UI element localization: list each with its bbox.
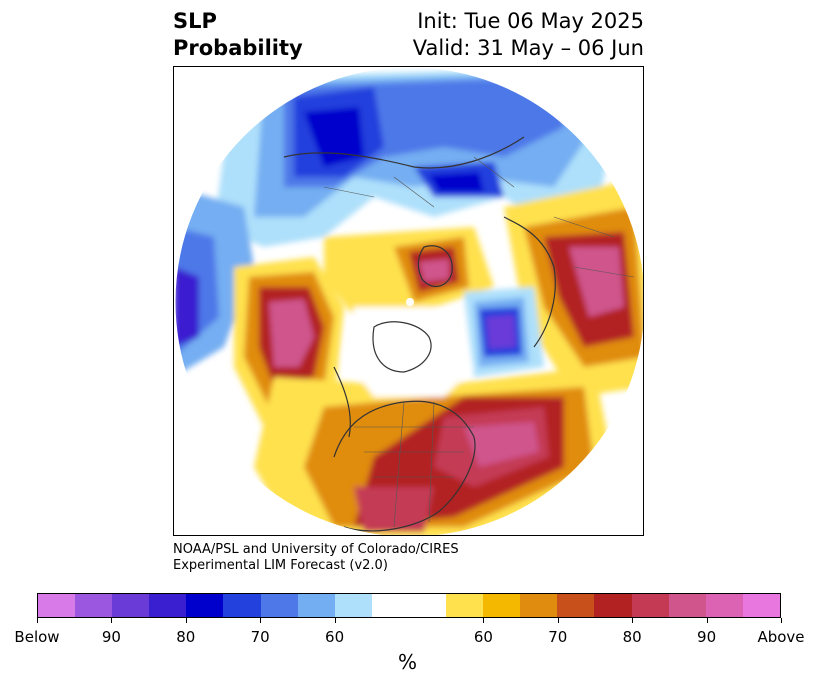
colorbar-segment	[297, 594, 335, 617]
colorbar-tick-mark	[632, 618, 634, 623]
colorbar-tick-mark	[706, 618, 708, 623]
credit: NOAA/PSL and University of Colorado/CIRE…	[173, 542, 459, 574]
colorbar-tick-label: 90	[101, 628, 121, 646]
colorbar-segment	[668, 594, 706, 617]
colorbar-tick-label: 70	[250, 628, 270, 646]
map-panel	[173, 66, 644, 536]
colorbar-tick-label: 60	[473, 628, 493, 646]
title-right: Init: Tue 06 May 2025 Valid: 31 May – 06…	[413, 8, 644, 62]
colorbar-segment	[186, 594, 224, 617]
colorbar-tick-mark	[111, 618, 113, 623]
probability-map	[174, 67, 643, 535]
title-left: SLP Probability	[173, 8, 303, 62]
colorbar-segment	[371, 594, 409, 617]
colorbar-tick-label: Below	[14, 628, 60, 646]
colorbar-tick-label: 60	[325, 628, 345, 646]
init-date: Init: Tue 06 May 2025	[417, 9, 644, 33]
colorbar-segment	[334, 594, 372, 617]
colorbar-tick-mark	[483, 618, 485, 623]
colorbar-tick-mark	[260, 618, 262, 623]
colorbar-tick-label: 70	[548, 628, 568, 646]
colorbar-tick-label: 80	[622, 628, 642, 646]
colorbar-segment	[112, 594, 150, 617]
colorbar-segment	[483, 594, 521, 617]
colorbar-tick-label: Above	[757, 628, 805, 646]
colorbar-segment	[260, 594, 298, 617]
valid-range: Valid: 31 May – 06 Jun	[412, 36, 644, 60]
colorbar-segment	[149, 594, 187, 617]
colorbar-segment	[75, 594, 113, 617]
colorbar-tick-mark	[185, 618, 187, 623]
colorbar-unit: %	[398, 650, 418, 674]
colorbar-tick-label: 90	[697, 628, 717, 646]
colorbar	[37, 593, 781, 618]
colorbar-tick-mark	[334, 618, 336, 623]
colorbar-segment	[594, 594, 632, 617]
colorbar-segment	[38, 594, 76, 617]
credit-line-2: Experimental LIM Forecast (v2.0)	[173, 558, 388, 573]
coastlines	[283, 106, 615, 532]
colorbar-segment	[705, 594, 743, 617]
colorbar-tick-label: 80	[176, 628, 196, 646]
colorbar-segment	[446, 594, 484, 617]
colorbar-tick-mark	[557, 618, 559, 623]
colorbar-segment	[631, 594, 669, 617]
colorbar-segment	[223, 594, 261, 617]
colorbar-segment	[742, 594, 780, 617]
colorbar-tick-mark	[781, 618, 782, 623]
credit-line-1: NOAA/PSL and University of Colorado/CIRE…	[173, 542, 459, 557]
colorbar-segment	[557, 594, 595, 617]
colorbar-segment	[408, 594, 447, 617]
colorbar-tick-mark	[37, 618, 38, 623]
title-type: Probability	[173, 36, 303, 60]
title-variable: SLP	[173, 9, 217, 33]
colorbar-segment	[520, 594, 558, 617]
